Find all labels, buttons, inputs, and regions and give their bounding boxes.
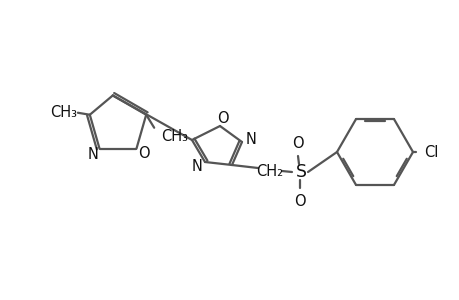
- Text: Cl: Cl: [423, 145, 437, 160]
- Text: O: O: [217, 110, 228, 125]
- Text: O: O: [137, 146, 149, 161]
- Text: N: N: [88, 147, 99, 162]
- Text: O: O: [294, 194, 305, 208]
- Text: CH₃: CH₃: [50, 105, 77, 120]
- Text: N: N: [191, 158, 202, 173]
- Text: O: O: [291, 136, 303, 151]
- Text: N: N: [245, 131, 256, 146]
- Text: S: S: [295, 163, 306, 181]
- Text: CH₃: CH₃: [160, 129, 187, 144]
- Text: CH₂: CH₂: [256, 164, 283, 178]
